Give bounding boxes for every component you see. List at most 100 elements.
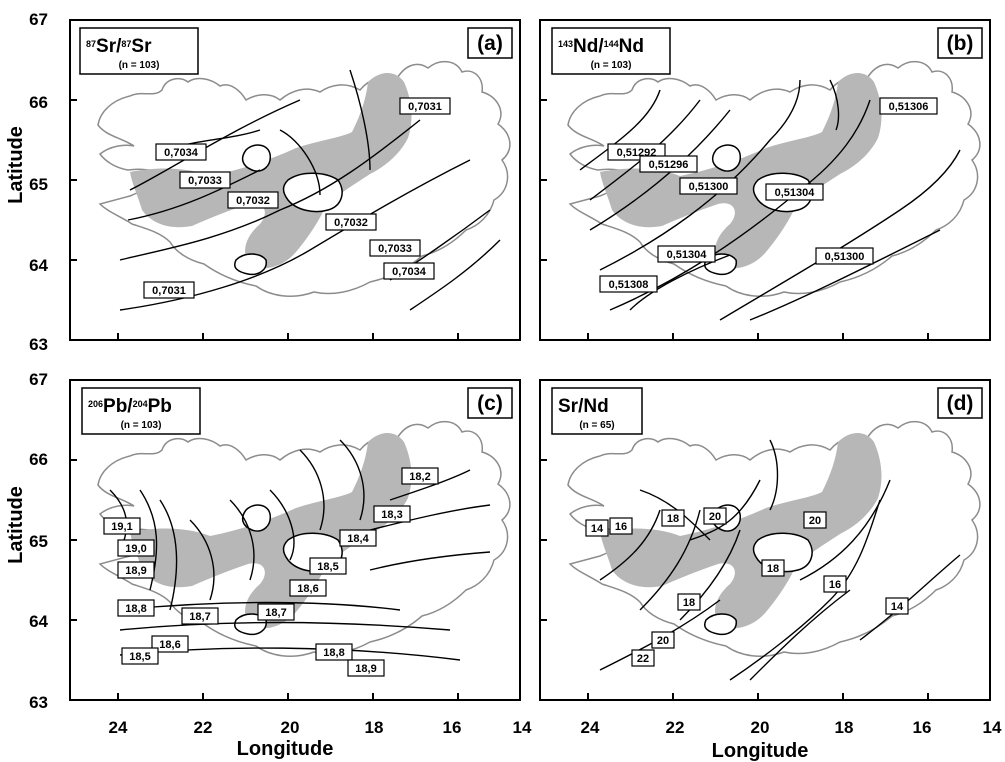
- contour-label: 14: [885, 597, 909, 615]
- x-tick: 20: [281, 718, 300, 737]
- contour-label-text: 18,8: [125, 603, 146, 615]
- contour-label-text: 18,5: [129, 651, 150, 663]
- y-tick: 65: [29, 175, 48, 194]
- contour-label-box: [383, 262, 435, 280]
- glacier-outline: [711, 144, 742, 172]
- panel-tag-box: [467, 387, 513, 419]
- panel-b: 143Nd/144Nd(n = 103)(b)0,513060,512920,5…: [539, 19, 991, 341]
- contour-label: 14: [585, 519, 609, 537]
- contour-label-box: [661, 509, 685, 527]
- panel-title: 143Nd/144Nd: [558, 36, 644, 57]
- contour-label-box: [823, 575, 847, 593]
- contour-label-box: [885, 597, 909, 615]
- contour-label-text: 18: [767, 563, 779, 575]
- sample-count: (n = 103): [121, 420, 162, 431]
- contour-label-box: [179, 171, 231, 189]
- contour-label-text: 0,51300: [825, 251, 865, 263]
- contour-label-text: 18,9: [125, 565, 146, 577]
- panel-c: 206Pb/204Pb (n = 103) (c) 18,2 18,3 19,1 18,4 1…: [69, 379, 521, 701]
- contour-label: 18,7: [257, 603, 295, 621]
- y-tick: 64: [29, 612, 48, 631]
- contour-label-box: [143, 281, 195, 299]
- contour-label-text: 18,2: [409, 471, 430, 483]
- contour-line: [609, 99, 871, 311]
- contour-label: 20: [651, 631, 675, 649]
- contour-line: [279, 129, 321, 196]
- contour-line: [589, 109, 731, 231]
- x-tick: 16: [443, 718, 462, 737]
- contour-label-text: 16: [615, 521, 627, 533]
- title-box: [551, 27, 671, 75]
- panel-tag: (b): [947, 32, 974, 55]
- contour-label-text: 14: [591, 523, 604, 535]
- contour-label-text: 0,7034: [392, 266, 427, 278]
- glacier-outline: [233, 253, 268, 276]
- panel-title-part: Pb/: [103, 396, 133, 417]
- contour-label-text: 18,6: [159, 639, 180, 651]
- panel-title-part: Nd/: [573, 36, 604, 57]
- contour-label-text: 0,7032: [236, 195, 270, 207]
- contour-label-text: 0,51304: [667, 249, 708, 261]
- glacier-outline: [241, 144, 272, 172]
- contour-label-text: 18: [683, 597, 695, 609]
- contour-label-text: 0,7031: [408, 101, 442, 113]
- contour-label-text: 0,7034: [164, 147, 199, 159]
- contour-label-text: 18,5: [317, 561, 338, 573]
- contour-label-text: 18,9: [355, 663, 376, 675]
- contour-label: 0,7031: [143, 281, 195, 299]
- contour-label-text: 0,51308: [609, 279, 649, 291]
- contour-line: [369, 504, 491, 531]
- panel-title-part: Sr: [131, 36, 152, 57]
- contour-label-box: [155, 143, 207, 161]
- contour-label-text: 20: [657, 635, 669, 647]
- contour-label-text: 20: [709, 511, 721, 523]
- contour-label-box: [879, 97, 938, 115]
- contour-label: 18,8: [315, 643, 353, 661]
- contour-label: 18,5: [121, 647, 159, 665]
- contour-label: 18,7: [181, 607, 219, 625]
- y-axis-ticks-top: 67 66 65 64 63: [29, 10, 48, 354]
- panel-title: 87Sr/87Sr: [86, 36, 152, 57]
- y-axis-label: Latitude: [5, 486, 27, 564]
- panel-tag: (a): [477, 32, 503, 55]
- x-axis-ticks-right: 24 22 20 18 16 14: [581, 718, 1002, 737]
- contour-line: [629, 254, 731, 311]
- contour-label: 19,1: [103, 517, 141, 535]
- panel-title-part: 143: [558, 39, 573, 49]
- contour-label-box: [315, 643, 353, 661]
- contour-label: 0,51304: [657, 245, 716, 263]
- contour-line: [269, 489, 295, 561]
- contour-label-box: [369, 239, 421, 257]
- contour-label-box: [677, 593, 701, 611]
- contour-label-text: 22: [637, 653, 649, 665]
- contour-line: [639, 509, 701, 611]
- x-tick: 18: [365, 718, 384, 737]
- contour-line: [749, 589, 851, 681]
- panel-title: 206Pb/204Pb: [88, 396, 172, 417]
- contour-label-text: 0,51300: [689, 181, 729, 193]
- contour-label-box: [103, 517, 141, 535]
- x-axis-label: Longitude: [237, 738, 334, 760]
- x-axis-ticks-left: 24 22 20 18 16 14: [109, 718, 532, 737]
- contour-line: [729, 499, 881, 681]
- contour-line: [189, 519, 215, 601]
- contour-label: 16: [609, 517, 633, 535]
- contour-label-box: [289, 579, 327, 597]
- x-tick: 18: [835, 718, 854, 737]
- contour-label: 0,7034: [155, 143, 207, 161]
- contour-label-box: [765, 183, 824, 201]
- contour-label-box: [401, 467, 439, 485]
- contour-label: 0,7034: [383, 262, 435, 280]
- y-tick: 63: [29, 693, 48, 712]
- title-box: [551, 387, 643, 435]
- contour-label-box: [703, 507, 727, 525]
- panel-title-part: 144: [604, 39, 619, 49]
- contour-label-box: [585, 519, 609, 537]
- contour-label-box: [121, 647, 159, 665]
- contour-label-text: 18: [667, 513, 679, 525]
- panel-tag: (c): [477, 392, 503, 415]
- panel-title-part: 204: [133, 399, 148, 409]
- contour-line: [689, 479, 761, 541]
- x-tick: 24: [109, 718, 128, 737]
- contour-line: [769, 439, 779, 511]
